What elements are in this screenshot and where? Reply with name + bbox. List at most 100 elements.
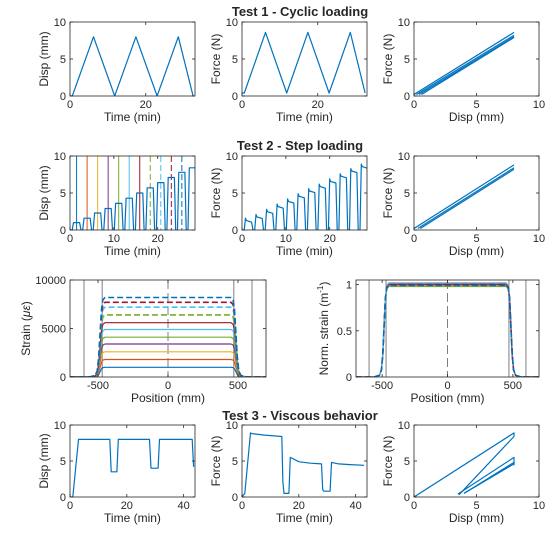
ytick-label-t3-disp-2: 10 bbox=[54, 420, 66, 432]
series-t2-fd-1 bbox=[417, 167, 515, 230]
ytick-label-t2-disp-2: 10 bbox=[54, 151, 66, 163]
xtick-label-norm-strain-2: 500 bbox=[504, 380, 522, 392]
ylabel-t1-force: Force (N) bbox=[209, 34, 223, 85]
xtick-label-strain-2: 500 bbox=[229, 380, 247, 392]
ylabel-t2-force: Force (N) bbox=[209, 168, 223, 219]
xtick-label-t1-fd-0: 0 bbox=[411, 99, 417, 111]
plot-t2-fd: 0 5 10 0 5 10 Disp (mm) Force (N) bbox=[381, 151, 545, 258]
ytick-label-t1-force-1: 5 bbox=[232, 54, 238, 66]
xtick-label-t2-force-0: 0 bbox=[239, 233, 245, 245]
ytick-label-strain-2: 10000 bbox=[35, 275, 66, 287]
axes-box-t3-disp bbox=[69, 424, 196, 498]
ytick-label-norm-strain-2: 1 bbox=[346, 280, 352, 292]
series-t3-fd-1 bbox=[457, 456, 515, 495]
ylabel-t3-disp: Disp (mm) bbox=[37, 433, 51, 488]
series-t1-fd-3 bbox=[421, 36, 515, 96]
axes-box-t2-disp bbox=[69, 155, 196, 231]
ylabel-t2-fd: Force (N) bbox=[381, 168, 395, 219]
ylabel-t1-fd: Force (N) bbox=[381, 34, 395, 85]
series-t1-force-0 bbox=[242, 31, 366, 94]
xtick-label-t2-disp-1: 10 bbox=[108, 233, 120, 245]
ytick-label-norm-strain-1: 0.5 bbox=[337, 326, 352, 338]
ytick-label-t1-force-0: 0 bbox=[232, 91, 238, 103]
xtick-label-norm-strain-0: -500 bbox=[371, 380, 393, 392]
title-test2: Test 2 - Step loading bbox=[237, 138, 363, 153]
series-t2-fd-0 bbox=[414, 164, 515, 230]
ytick-label-t3-disp-1: 5 bbox=[60, 456, 66, 468]
title-test3: Test 3 - Viscous behavior bbox=[222, 408, 378, 423]
series-t3-disp-0 bbox=[70, 438, 195, 497]
axes-box-t3-force bbox=[241, 424, 368, 498]
xlabel-t3-force: Time (min) bbox=[276, 511, 333, 525]
xtick-label-t1-force-1: 20 bbox=[312, 99, 324, 111]
xtick-label-t3-force-1: 20 bbox=[293, 500, 305, 512]
series-t3-fd-4 bbox=[463, 463, 515, 494]
axes-box-t2-force bbox=[241, 155, 368, 231]
axes-box-t1-disp bbox=[69, 21, 196, 97]
series-norm-strain-7 bbox=[356, 284, 539, 377]
series-t2-disp-0 bbox=[70, 167, 195, 230]
xtick-label-t2-force-1: 10 bbox=[280, 233, 292, 245]
xtick-label-t3-disp-1: 20 bbox=[121, 500, 133, 512]
ytick-label-t3-fd-1: 5 bbox=[404, 456, 410, 468]
series-t2-fd-2 bbox=[419, 168, 515, 230]
ylabel-t1-disp: Disp (mm) bbox=[37, 31, 51, 86]
ytick-label-t1-force-2: 10 bbox=[226, 17, 238, 29]
xtick-label-t3-fd-0: 0 bbox=[411, 500, 417, 512]
series-t1-fd-2 bbox=[418, 36, 515, 96]
xlabel-t2-disp: Time (min) bbox=[104, 244, 161, 258]
series-t1-fd-0 bbox=[414, 31, 515, 96]
ytick-label-t1-fd-2: 10 bbox=[398, 17, 410, 29]
ytick-label-norm-strain-0: 0 bbox=[346, 372, 352, 384]
xtick-label-t2-force-2: 20 bbox=[324, 233, 336, 245]
ytick-label-t2-disp-1: 5 bbox=[60, 188, 66, 200]
xtick-label-t3-fd-1: 5 bbox=[473, 500, 479, 512]
plot-t3-force: 0 20 40 0 5 10 Time (min) Force (N) bbox=[209, 420, 368, 525]
ytick-label-t3-force-2: 10 bbox=[226, 420, 238, 432]
xtick-label-t1-force-0: 0 bbox=[239, 99, 245, 111]
xtick-label-t1-disp-1: 20 bbox=[140, 99, 152, 111]
ytick-label-t3-force-0: 0 bbox=[232, 492, 238, 504]
plot-t3-disp: 0 20 40 0 5 10 Time (min) Disp (mm) bbox=[37, 420, 196, 525]
ytick-label-t2-force-1: 5 bbox=[232, 188, 238, 200]
series-t2-force-0 bbox=[242, 163, 367, 230]
xlabel-t3-fd: Disp (mm) bbox=[449, 511, 504, 525]
ytick-label-t3-fd-2: 10 bbox=[398, 420, 410, 432]
ytick-label-t3-force-1: 5 bbox=[232, 456, 238, 468]
xtick-label-t3-force-2: 40 bbox=[350, 500, 362, 512]
xtick-label-t2-disp-0: 0 bbox=[67, 233, 73, 245]
xtick-label-t1-fd-1: 5 bbox=[473, 99, 479, 111]
ytick-label-t1-disp-0: 0 bbox=[60, 91, 66, 103]
xtick-label-strain-0: -500 bbox=[87, 380, 109, 392]
xlabel-t1-fd: Disp (mm) bbox=[449, 110, 504, 124]
xlabel-t1-disp: Time (min) bbox=[104, 110, 161, 124]
xlabel-t3-disp: Time (min) bbox=[104, 511, 161, 525]
plot-norm-strain: -500 0 500 0 0.5 1 Position (mm) Norm. strain (… bbox=[316, 279, 540, 405]
xlabel-t2-fd: Disp (mm) bbox=[449, 244, 504, 258]
ytick-label-t1-disp-1: 5 bbox=[60, 54, 66, 66]
xtick-label-t2-fd-2: 10 bbox=[533, 233, 545, 245]
ylabel-t3-fd: Force (N) bbox=[381, 436, 395, 487]
ytick-label-t1-fd-0: 0 bbox=[404, 91, 410, 103]
series-strain-10 bbox=[70, 296, 266, 377]
ytick-label-t1-fd-1: 5 bbox=[404, 54, 410, 66]
xlabel-t1-force: Time (min) bbox=[276, 110, 333, 124]
series-t3-fd-0 bbox=[414, 432, 515, 497]
ytick-label-strain-1: 5000 bbox=[42, 324, 66, 336]
ytick-label-strain-0: 0 bbox=[60, 372, 66, 384]
xlabel-norm-strain: Position (mm) bbox=[410, 391, 484, 405]
plot-t1-fd: 0 5 10 0 5 10 Disp (mm) Force (N) bbox=[381, 17, 545, 124]
xtick-label-t3-disp-0: 0 bbox=[67, 500, 73, 512]
title-test1: Test 1 - Cyclic loading bbox=[232, 4, 368, 19]
xtick-label-t3-force-0: 0 bbox=[239, 500, 245, 512]
ytick-label-t2-fd-0: 0 bbox=[404, 225, 410, 237]
ylabel-norm-strain: Norm. strain (m-1) bbox=[316, 282, 331, 376]
series-t1-fd-1 bbox=[416, 34, 515, 96]
ytick-label-t3-disp-0: 0 bbox=[60, 492, 66, 504]
axes-box-t1-force bbox=[241, 21, 368, 97]
series-t3-fd-3 bbox=[458, 436, 515, 496]
ylabel-strain: Strain (με) bbox=[19, 301, 33, 356]
